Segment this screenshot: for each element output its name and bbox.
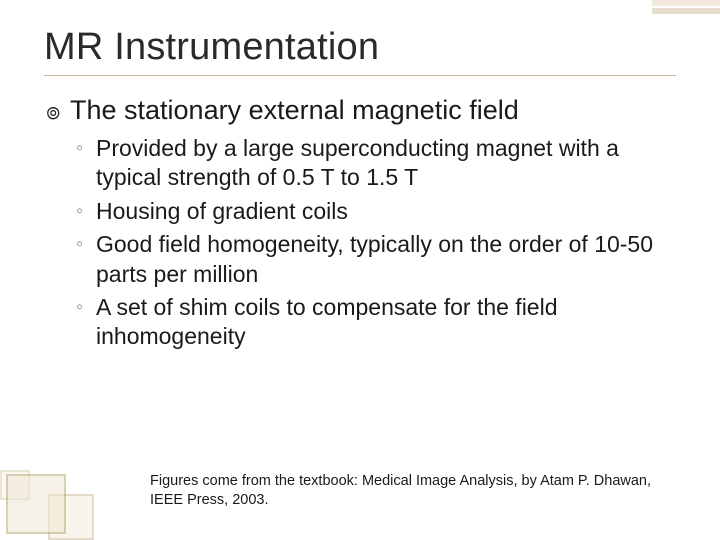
decoration-bottom — [0, 470, 170, 540]
footer-citation: Figures come from the textbook: Medical … — [150, 472, 680, 510]
slide: MR Instrumentation ๏The stationary exter… — [0, 0, 720, 540]
circle-bullet-icon: ◦ — [76, 197, 96, 225]
bullet-level2: ◦ Provided by a large superconducting ma… — [76, 134, 672, 193]
bullet-level2-text: A set of shim coils to compensate for th… — [96, 293, 672, 352]
bullet-level1-text: The stationary external magnetic field — [70, 95, 519, 125]
circle-bullet-icon: ◦ — [76, 134, 96, 162]
bullet-level2-text: Housing of gradient coils — [96, 197, 672, 226]
slide-title: MR Instrumentation — [44, 26, 676, 69]
swirl-bullet-icon: ๏ — [46, 97, 70, 127]
bullet-level2: ◦ Housing of gradient coils — [76, 197, 672, 226]
decoration-top — [652, 0, 720, 30]
bullet-level2-text: Good field homogeneity, typically on the… — [96, 230, 672, 289]
title-rule — [44, 75, 676, 76]
circle-bullet-icon: ◦ — [76, 230, 96, 258]
sub-bullet-list: ◦ Provided by a large superconducting ma… — [76, 134, 672, 352]
bullet-level2-text: Provided by a large superconducting magn… — [96, 134, 672, 193]
bullet-level1: ๏The stationary external magnetic field — [46, 94, 676, 128]
circle-bullet-icon: ◦ — [76, 293, 96, 321]
bullet-level2: ◦ A set of shim coils to compensate for … — [76, 293, 672, 352]
bullet-level2: ◦ Good field homogeneity, typically on t… — [76, 230, 672, 289]
